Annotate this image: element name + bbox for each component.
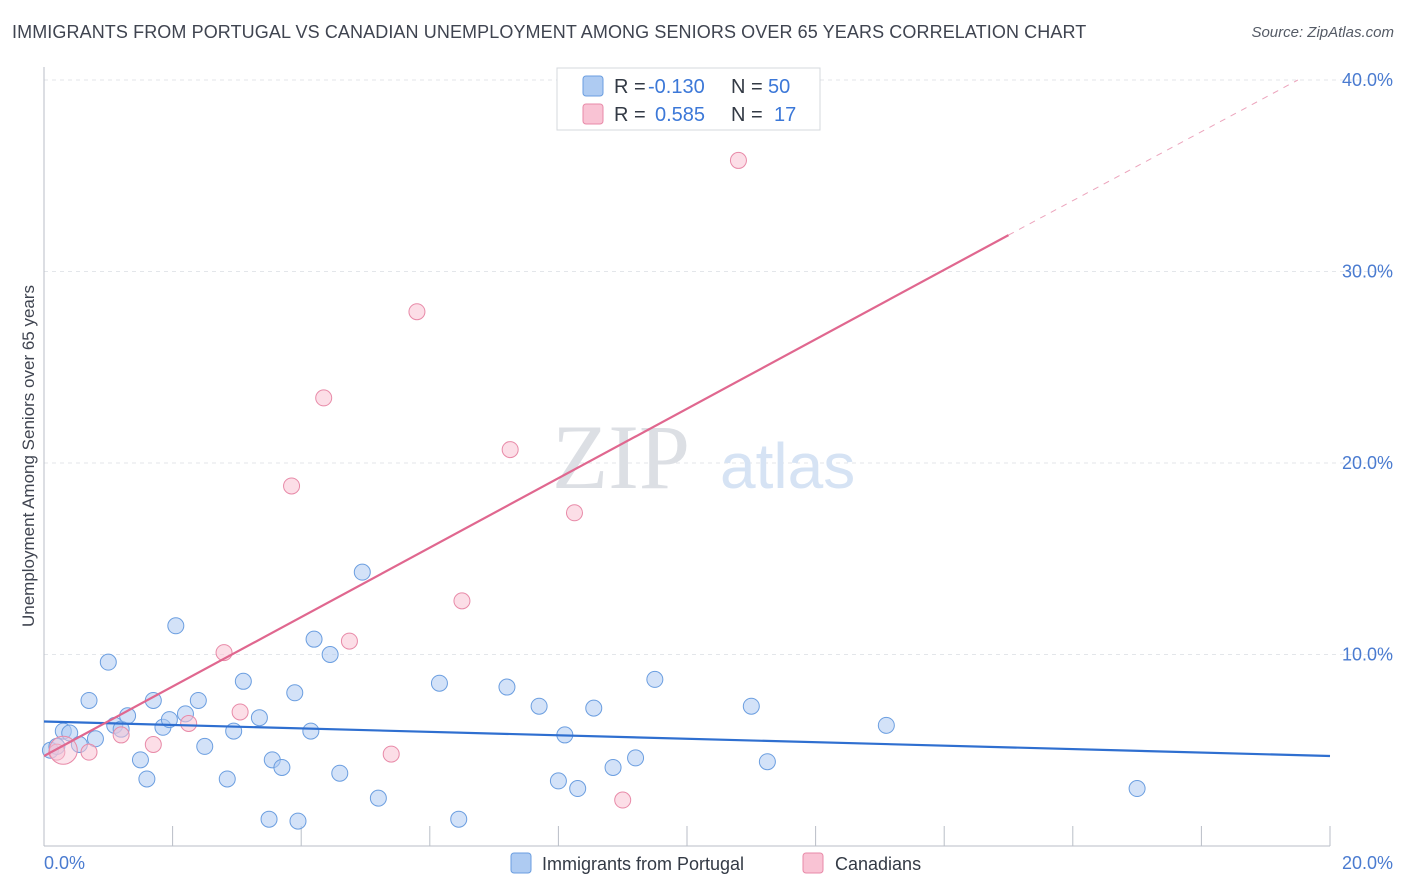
point-portugal — [80, 691, 98, 709]
legend-swatch-canadians — [582, 103, 604, 125]
series-legend: Immigrants from Portugal Canadians — [510, 852, 921, 874]
correlation-legend: R = -0.130 N = 50 R = 0.585 N = 17 — [556, 67, 821, 131]
point-portugal — [234, 672, 252, 690]
point-portugal — [160, 711, 178, 729]
trend-line-canadians — [43, 234, 1010, 757]
watermark-zip: ZIP — [552, 406, 690, 508]
x-axis-ticks — [43, 826, 1331, 846]
point-canadians — [408, 303, 426, 321]
point-canadians-cluster — [48, 735, 78, 765]
point-canadians — [180, 714, 198, 732]
x-tick-label-min: 0.0% — [44, 853, 85, 873]
series-legend-label-portugal: Immigrants from Portugal — [542, 854, 744, 874]
legend-n-value-canadians: 17 — [774, 104, 796, 126]
trend-line-portugal — [43, 720, 1331, 758]
legend-swatch-portugal — [582, 75, 604, 97]
point-canadians — [382, 745, 400, 763]
legend-r-label-portugal: R = — [614, 76, 646, 98]
x-tick-label-max: 20.0% — [1342, 853, 1393, 873]
y-tick-labels: 10.0% 20.0% 30.0% 40.0% — [1342, 70, 1393, 665]
point-portugal — [604, 758, 622, 776]
legend-r-value-canadians: 0.585 — [655, 104, 705, 126]
point-portugal — [99, 653, 117, 671]
point-canadians — [315, 389, 333, 407]
point-portugal — [742, 697, 760, 715]
y-tick-label: 30.0% — [1342, 262, 1393, 282]
point-portugal — [369, 789, 387, 807]
point-canadians — [283, 477, 301, 495]
series-legend-label-canadians: Canadians — [835, 854, 921, 874]
point-canadians — [729, 151, 747, 169]
point-portugal — [286, 684, 304, 702]
data-points — [41, 151, 1146, 830]
chart-title: IMMIGRANTS FROM PORTUGAL VS CANADIAN UNE… — [12, 22, 1087, 42]
trend-line-canadians-extension — [1008, 79, 1299, 236]
watermark: ZIP atlas — [552, 406, 855, 508]
point-portugal — [260, 810, 278, 828]
point-portugal — [530, 697, 548, 715]
point-portugal — [877, 716, 895, 734]
point-portugal — [196, 737, 214, 755]
point-portugal — [331, 764, 349, 782]
point-portugal — [549, 772, 567, 790]
legend-r-label-canadians: R = — [614, 104, 646, 126]
point-portugal — [189, 691, 207, 709]
series-legend-swatch-portugal — [510, 852, 532, 874]
y-tick-label: 40.0% — [1342, 70, 1393, 90]
point-canadians — [340, 632, 358, 650]
point-canadians — [565, 504, 583, 522]
point-canadians — [80, 743, 98, 761]
point-portugal — [167, 617, 185, 635]
point-portugal — [569, 780, 587, 798]
legend-n-label-canadians: N = — [731, 104, 763, 126]
point-canadians — [501, 441, 519, 459]
point-canadians — [231, 703, 249, 721]
point-canadians — [614, 791, 632, 809]
point-portugal — [585, 699, 603, 717]
legend-n-label-portugal: N = — [731, 76, 763, 98]
point-portugal — [302, 722, 320, 740]
gridlines — [44, 79, 1393, 655]
point-portugal — [305, 630, 323, 648]
point-portugal — [450, 810, 468, 828]
point-portugal — [218, 770, 236, 788]
point-portugal — [321, 646, 339, 663]
watermark-atlas: atlas — [720, 430, 855, 502]
point-portugal — [353, 563, 371, 581]
point-canadians — [453, 592, 471, 610]
point-portugal — [498, 678, 516, 696]
series-legend-swatch-canadians — [802, 852, 824, 874]
point-portugal — [138, 770, 156, 788]
point-portugal — [273, 758, 291, 776]
point-portugal — [289, 812, 307, 830]
point-portugal — [250, 709, 268, 727]
point-portugal — [1128, 780, 1146, 798]
legend-n-value-portugal: 50 — [768, 76, 790, 98]
legend-r-value-portugal: -0.130 — [648, 76, 705, 98]
point-portugal — [430, 674, 448, 692]
y-axis-title: Unemployment Among Seniors over 65 years — [19, 285, 38, 627]
point-portugal — [131, 751, 149, 769]
point-canadians — [112, 726, 130, 744]
point-portugal — [758, 753, 776, 771]
y-tick-label: 10.0% — [1342, 645, 1393, 665]
trend-lines — [43, 79, 1331, 758]
source-label: Source: ZipAtlas.com — [1251, 24, 1394, 41]
point-canadians — [144, 736, 162, 754]
point-portugal — [646, 670, 664, 688]
y-tick-label: 20.0% — [1342, 453, 1393, 473]
point-portugal — [627, 749, 645, 767]
